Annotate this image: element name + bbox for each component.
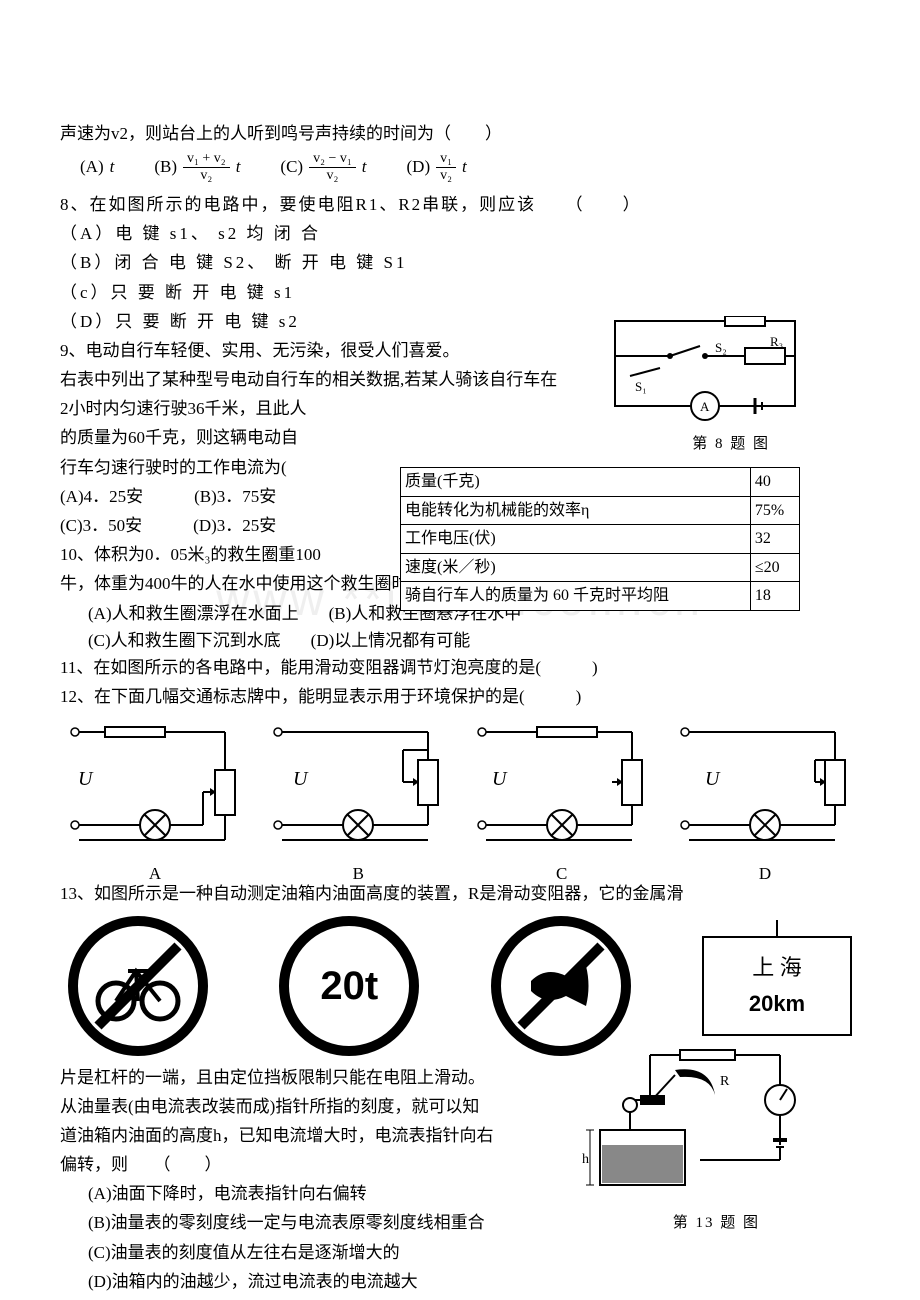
q9-ab: (A)4．25安 (B)3．75安 (60, 483, 440, 510)
q7-opt-a: (A) t (80, 153, 114, 180)
q8-b: （B）闭 合 电 键 S2、 断 开 电 键 S1 (60, 249, 860, 276)
q13-oil-figure: h R (580, 1045, 800, 1195)
svg-text:S₂: S₂ (715, 340, 727, 355)
q9-data-table: 质量(千克)40 电能转化为机械能的效率η75% 工作电压(伏)32 速度(米／… (400, 467, 800, 611)
q13-a: (A)油面下降时，电流表指针向右偏转 (88, 1180, 590, 1207)
svg-text:R₃: R₃ (770, 334, 783, 349)
cell-key: 速度(米／秒) (401, 553, 751, 582)
distance-text: 20km (749, 986, 805, 1021)
q13-c: (C)油量表的刻度值从左往右是逐渐增大的 (88, 1239, 590, 1266)
fraction: v₂ − v₁ v₂ (309, 151, 356, 183)
cell-key: 质量(千克) (401, 468, 751, 497)
circuit-label: D (670, 860, 860, 887)
svg-text:S₁: S₁ (635, 379, 647, 394)
traffic-signs-row: 20t 上 海 20km (68, 916, 852, 1056)
q7-opt-c: (C) v₂ − v₁ v₂ t (280, 151, 366, 183)
circuit-d: U D (670, 720, 860, 870)
circuit-options-row: U A U B (60, 720, 860, 870)
no-horn-sign (491, 916, 631, 1056)
svg-text:U: U (492, 768, 508, 790)
q13-l5: 偏转，则 （ ） (60, 1151, 590, 1178)
q13-l2: 片是杠杆的一端，且由定位挡板限制只能在电阻上滑动。 (60, 1064, 590, 1091)
tonnage-text: 20t (320, 954, 378, 1018)
q8-figure-label: 第 8 题 图 (692, 432, 770, 456)
q8-stem: 8、在如图所示的电路中，要使电阻R1、R2串联，则应该 （ ） (60, 191, 860, 218)
q10-c: (C)人和救生圈下沉到水底 (88, 627, 281, 654)
circuit-a: U A (60, 720, 250, 870)
denominator: v₂ (322, 168, 342, 183)
table-row: 速度(米／秒)≤20 (401, 553, 800, 582)
q11-stem: 11、在如图所示的各电路中，能用滑动变阻器调节灯泡亮度的是( ) (60, 654, 860, 681)
svg-text:U: U (705, 768, 721, 790)
circuit-label: B (263, 860, 453, 887)
cell-val: 18 (750, 582, 799, 611)
circuit-label: A (60, 860, 250, 887)
suffix: t (462, 153, 467, 180)
opt-label: (B) (154, 153, 177, 180)
q8-a: （A）电 键 s1、 s2 均 闭 合 (60, 220, 860, 247)
svg-text:A: A (700, 399, 710, 414)
weight-limit-sign: 20t (279, 916, 419, 1056)
cell-key: 工作电压(伏) (401, 525, 751, 554)
opt-expr: t (110, 153, 115, 180)
fraction: v₁ + v₂ v₂ (183, 151, 230, 183)
q7-opt-d: (D) v₁ v₂ t (407, 151, 467, 183)
q9-l3: 2小时内匀速行驶36千米，且此人 (60, 395, 440, 422)
fraction: v₁ v₂ (436, 151, 456, 183)
q10-d: (D)以上情况都有可能 (311, 627, 471, 654)
circuit-c: U C (467, 720, 657, 870)
numerator: v₁ + v₂ (183, 151, 230, 167)
q9-l4: 的质量为60千克，则这辆电动自 (60, 424, 440, 451)
q8-circuit-figure: S₂ R₃ S₁ A (610, 316, 800, 426)
cell-val: 32 (750, 525, 799, 554)
q10-a: (A)人和救生圈漂浮在水面上 (88, 600, 299, 627)
table-row: 电能转化为机械能的效率η75% (401, 496, 800, 525)
table-row: 工作电压(伏)32 (401, 525, 800, 554)
svg-text:R: R (720, 1074, 730, 1089)
svg-text:h: h (582, 1152, 589, 1167)
opt-label: (A) (80, 153, 104, 180)
opt-label: (D) (407, 153, 431, 180)
numerator: v₁ (436, 151, 456, 167)
q9-cd: (C)3．50安 (D)3．25安 (60, 512, 440, 539)
cell-key: 电能转化为机械能的效率η (401, 496, 751, 525)
q7-opt-b: (B) v₁ + v₂ v₂ t (154, 151, 240, 183)
opt-label: (C) (280, 153, 303, 180)
q13-d: (D)油箱内的油越少，流过电流表的电流越大 (88, 1268, 590, 1295)
suffix: t (362, 153, 367, 180)
q13-b: (B)油量表的零刻度线一定与电流表原零刻度线相重合 (88, 1209, 590, 1236)
cell-val: ≤20 (750, 553, 799, 582)
q7-tail: 声速为v2，则站台上的人听到鸣号声持续的时间为（ ） (60, 120, 860, 147)
cell-val: 75% (750, 496, 799, 525)
table-row: 骑自行车人的质量为 60 千克时平均阻18 (401, 582, 800, 611)
q13-l4: 道油箱内油面的高度h，已知电流增大时，电流表指针向右 (60, 1122, 590, 1149)
circuit-b: U B (263, 720, 453, 870)
distance-sign: 上 海 20km (702, 936, 852, 1036)
denominator: v₂ (436, 168, 456, 183)
q7-options: (A) t (B) v₁ + v₂ v₂ t (C) v₂ − v₁ v₂ t … (80, 151, 860, 183)
circuit-label: C (467, 860, 657, 887)
cell-key: 骑自行车人的质量为 60 千克时平均阻 (401, 582, 751, 611)
svg-text:U: U (78, 768, 94, 790)
q13-l3: 从油量表(由电流表改装而成)指针所指的刻度，就可以知 (60, 1093, 590, 1120)
denominator: v₂ (196, 168, 216, 183)
svg-text:U: U (293, 768, 309, 790)
q8-c: （c）只 要 断 开 电 键 s1 (60, 279, 860, 306)
no-bicycle-sign (68, 916, 208, 1056)
table-row: 质量(千克)40 (401, 468, 800, 497)
q9-l5: 行车匀速行驶时的工作电流为( (60, 454, 440, 481)
cell-val: 40 (750, 468, 799, 497)
suffix: t (236, 153, 241, 180)
city-text: 上 海 (752, 950, 802, 985)
q12-stem: 12、在下面几幅交通标志牌中，能明显表示用于环境保护的是( ) (60, 683, 860, 710)
q13-figure-label: 第 13 题 图 (673, 1211, 760, 1235)
numerator: v₂ − v₁ (309, 151, 356, 167)
